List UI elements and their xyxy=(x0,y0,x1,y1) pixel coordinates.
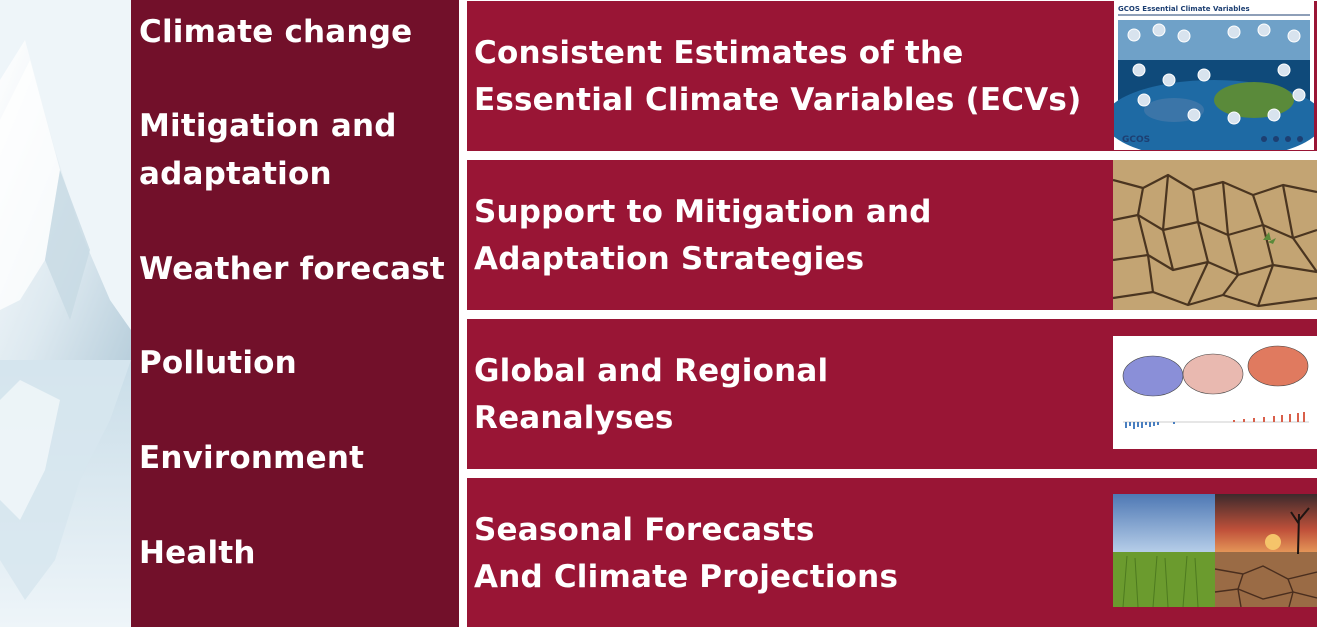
service-title-ecv: Consistent Estimates of the Essential Cl… xyxy=(474,35,1082,118)
topic-climate-change: Climate change xyxy=(139,14,413,50)
topic-weather-forecast: Weather forecast xyxy=(139,251,445,287)
topic-mitigation-adaptation: Mitigation and adaptation xyxy=(139,108,397,192)
gcos-logo: GCOS xyxy=(1122,135,1150,145)
topics-panel: Climate change Mitigation and adaptation… xyxy=(131,0,459,627)
poster-caption: GCOS Essential Climate Variables xyxy=(1118,5,1250,13)
service-title-mitigation: Support to Mitigation and Adaptation Str… xyxy=(474,194,932,277)
cracked-earth-image xyxy=(1113,160,1317,310)
temperature-maps-image xyxy=(1113,336,1317,449)
service-title-reanalyses: Global and Regional Reanalyses xyxy=(474,353,829,436)
field-drought-image xyxy=(1113,494,1317,607)
topic-pollution: Pollution xyxy=(139,345,297,381)
topic-environment: Environment xyxy=(139,440,365,476)
topic-health: Health xyxy=(139,535,256,571)
service-title-seasonal: Seasonal Forecasts And Climate Projectio… xyxy=(474,512,899,595)
gcos-ecv-poster-image: GCOS Essential Climate Variables GCOS xyxy=(1114,0,1314,150)
iceberg-image xyxy=(0,0,131,627)
